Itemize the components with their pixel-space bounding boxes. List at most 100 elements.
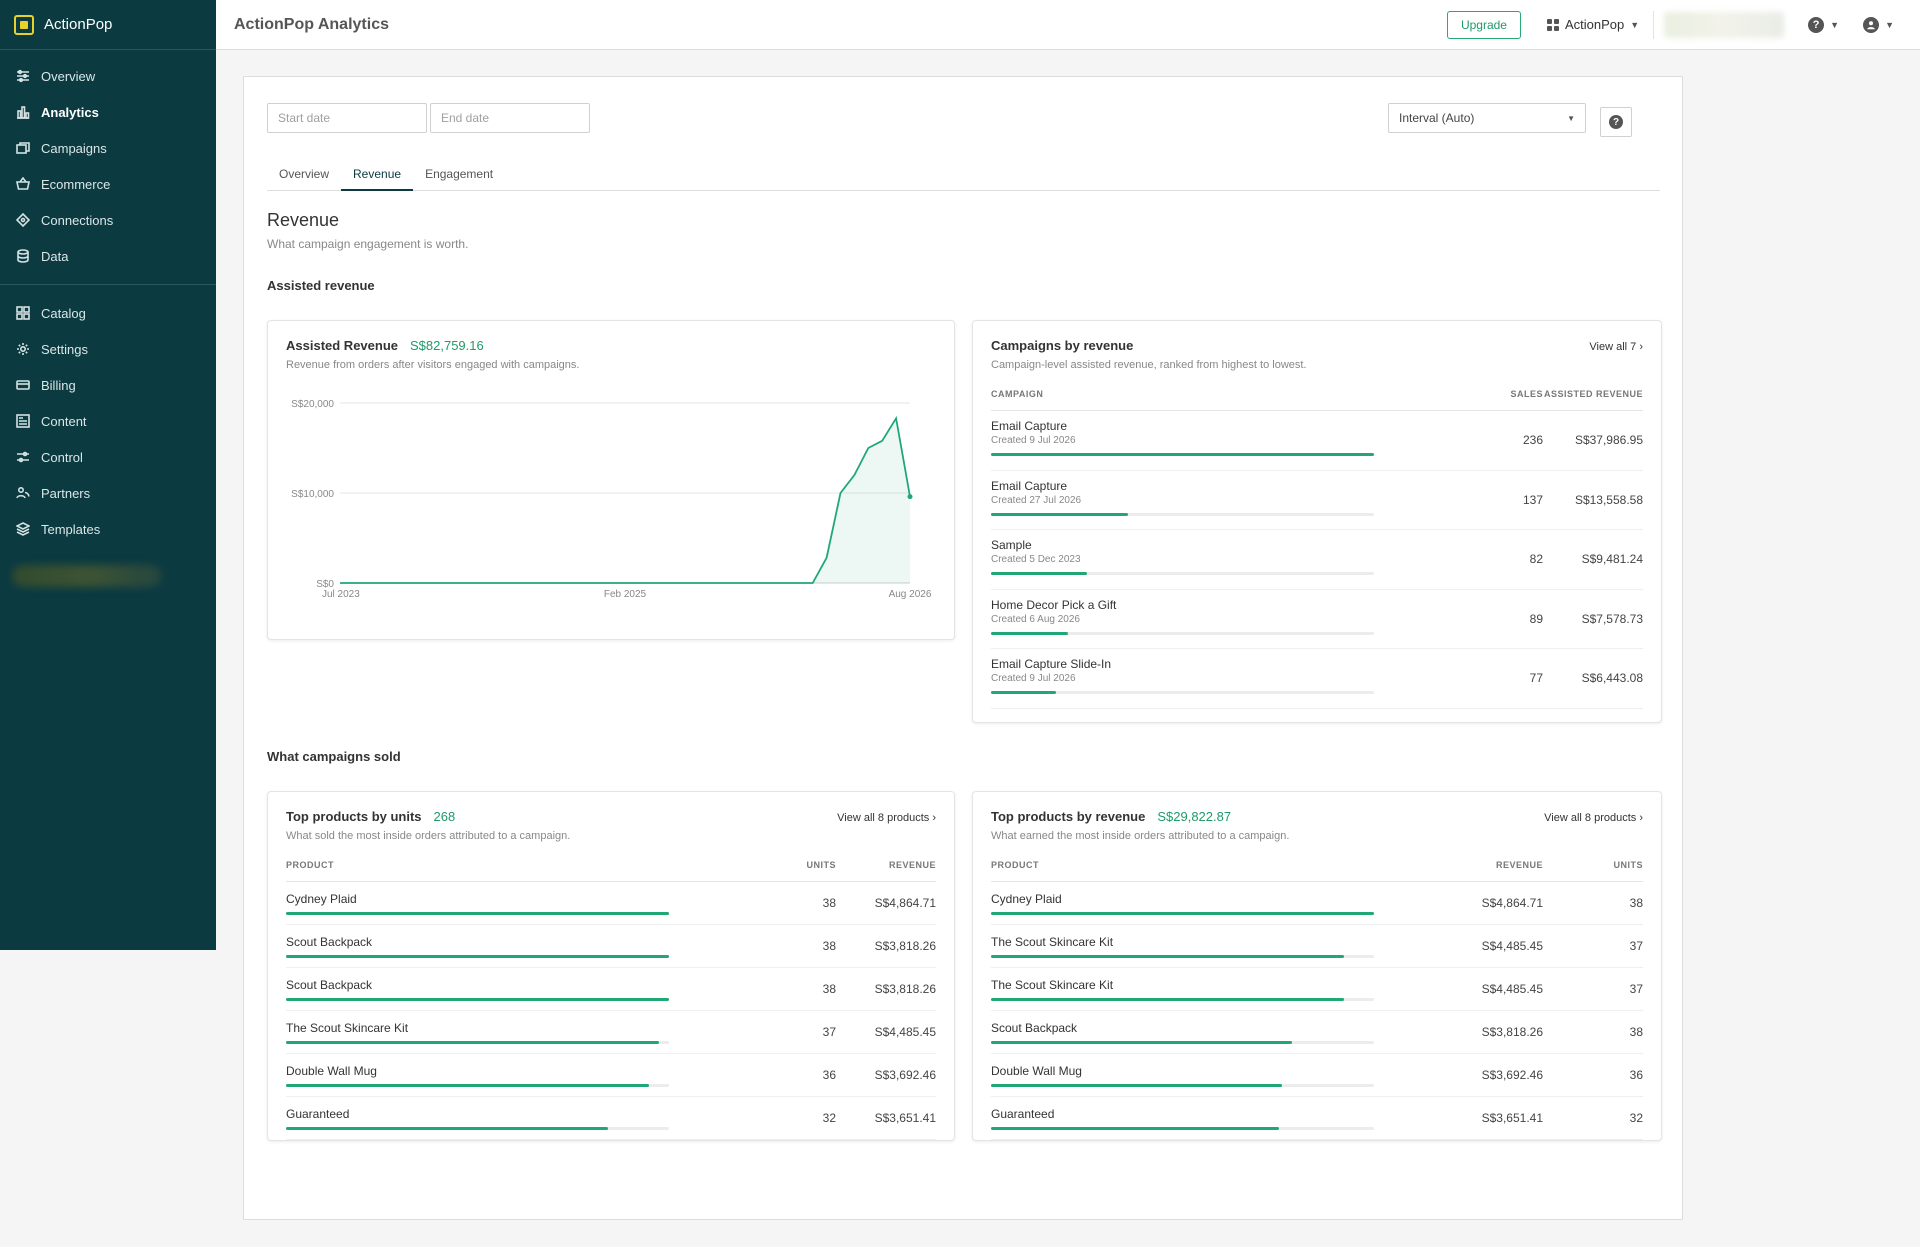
share-bar (991, 1127, 1374, 1130)
table-row[interactable]: The Scout Skincare Kit S$4,485.45 37 (991, 968, 1643, 1011)
topbar-divider (1653, 10, 1655, 39)
table-row[interactable]: The Scout Skincare Kit 37 S$4,485.45 (286, 1011, 936, 1054)
revenue-total: S$29,822.87 (1157, 809, 1232, 824)
view-all-products-link[interactable]: View all 8 products › (837, 812, 936, 824)
share-bar (991, 955, 1374, 958)
table-row[interactable]: Email Capture Created 27 Jul 2026 137 S$13,… (991, 471, 1643, 530)
row-created-date: Created 9 Jul 2026 (991, 673, 1076, 684)
assisted-revenue-card: Assisted Revenue S$82,759.16 Revenue fro… (267, 320, 955, 640)
table-row[interactable]: Scout Backpack S$3,818.26 38 (991, 1011, 1643, 1054)
gear-icon (16, 342, 30, 356)
column-header[interactable]: SALES (1510, 389, 1543, 399)
sidebar-item-campaigns[interactable]: Campaigns (0, 130, 216, 166)
table-row[interactable]: Scout Backpack 38 S$3,818.26 (286, 925, 936, 968)
x-tick-label: Aug 2026 (889, 589, 932, 600)
sidebar-item-analytics[interactable]: Analytics (0, 94, 216, 130)
column-header[interactable]: REVENUE (1495, 860, 1543, 870)
help-icon: ? (1808, 16, 1825, 33)
cell-units: 37 (1629, 939, 1643, 953)
card-title: Assisted Revenue (286, 338, 398, 353)
share-bar (991, 453, 1374, 456)
blurred-promo[interactable] (12, 565, 162, 587)
cell-revenue: S$13,558.58 (1574, 492, 1643, 507)
help-menu[interactable]: ? ▼ (1808, 16, 1839, 33)
column-header[interactable]: CAMPAIGN (991, 389, 1044, 399)
sidebar-item-connections[interactable]: Connections (0, 202, 216, 238)
sidebar-item-label: Settings (41, 341, 88, 357)
sidebar-item-partners[interactable]: Partners (0, 475, 216, 511)
content-icon (16, 414, 30, 428)
row-created-date: Created 5 Dec 2023 (991, 554, 1081, 565)
sidebar-item-settings[interactable]: Settings (0, 331, 216, 367)
tab-overview[interactable]: Overview (279, 167, 330, 181)
section-title-sold: What campaigns sold (267, 749, 401, 764)
cell-revenue: S$3,651.41 (874, 1111, 936, 1125)
row-name: Cydney Plaid (286, 892, 357, 906)
table-row[interactable]: The Scout Skincare Kit S$4,485.45 37 (991, 925, 1643, 968)
sidebar-item-billing[interactable]: Billing (0, 367, 216, 403)
row-name: Email Capture (991, 419, 1068, 433)
share-bar (991, 512, 1374, 516)
table-row[interactable]: Double Wall Mug S$3,692.46 36 (991, 1054, 1643, 1097)
brand[interactable]: ActionPop (0, 0, 216, 50)
cell-revenue: S$37,986.95 (1574, 433, 1643, 448)
page-header-title: ActionPop Analytics (234, 15, 389, 33)
cell-revenue: S$4,864.71 (1481, 896, 1543, 910)
upgrade-button[interactable]: Upgrade (1446, 10, 1521, 39)
view-all-products-link[interactable]: View all 8 products › (1544, 812, 1643, 824)
sidebar-item-ecommerce[interactable]: Ecommerce (0, 166, 216, 202)
x-tick-label: Jul 2023 (322, 589, 360, 600)
column-header[interactable]: PRODUCT (991, 860, 1039, 870)
table-row[interactable]: Guaranteed 32 S$3,651.41 (286, 1097, 936, 1140)
table-row[interactable]: Email Capture Slide-In Created 9 Jul 2026… (991, 649, 1643, 709)
cell-units: 36 (1629, 1068, 1643, 1082)
sidebar-item-label: Billing (41, 377, 76, 393)
table-row[interactable]: Double Wall Mug 36 S$3,692.46 (286, 1054, 936, 1097)
column-header[interactable]: PRODUCT (286, 860, 334, 870)
sidebar-item-templates[interactable]: Templates (0, 511, 216, 547)
help-button[interactable]: ? (1600, 107, 1632, 137)
sidebar-item-label: Templates (41, 521, 101, 537)
sliders-icon (16, 69, 30, 83)
view-all-campaigns-link[interactable]: View all 7 › (1589, 341, 1643, 353)
column-header[interactable]: UNITS (1613, 860, 1643, 870)
card-subtitle: Revenue from orders after visitors engag… (286, 359, 580, 371)
tab-revenue[interactable]: Revenue (341, 159, 414, 191)
row-name: Scout Backpack (286, 978, 373, 992)
table-row[interactable]: Scout Backpack 38 S$3,818.26 (286, 968, 936, 1011)
share-bar-fill (991, 572, 1087, 575)
card-subtitle: What earned the most inside orders attri… (991, 830, 1290, 842)
table-row[interactable]: Home Decor Pick a Gift Created 6 Aug 2026… (991, 590, 1643, 649)
chevron-down-icon: ▼ (1885, 19, 1894, 30)
column-header[interactable]: UNITS (806, 860, 836, 870)
row-name: Double Wall Mug (991, 1064, 1082, 1078)
share-bar (286, 1084, 669, 1087)
cell-revenue: S$6,443.08 (1581, 671, 1643, 686)
row-name: The Scout Skincare Kit (286, 1021, 409, 1035)
table-row[interactable]: Email Capture Created 9 Jul 2026 236 S$37,9… (991, 411, 1643, 471)
sidebar-item-content[interactable]: Content (0, 403, 216, 439)
page-subtitle: What campaign engagement is worth. (267, 237, 469, 251)
sidebar-item-data[interactable]: Data (0, 238, 216, 274)
table-row[interactable]: Cydney Plaid S$4,864.71 38 (991, 882, 1643, 925)
row-name: The Scout Skincare Kit (991, 978, 1114, 992)
user-menu[interactable]: ▼ (1863, 16, 1894, 33)
row-name: Double Wall Mug (286, 1064, 377, 1078)
table-row[interactable]: Guaranteed S$3,651.41 32 (991, 1097, 1643, 1140)
units-total: 268 (433, 809, 456, 824)
sidebar-item-control[interactable]: Control (0, 439, 216, 475)
apps-grid-icon (1546, 18, 1559, 31)
analytics-panel: Interval (Auto) ▼ ? Overview Revenue Engag… (243, 76, 1683, 1220)
row-name: Scout Backpack (991, 1021, 1078, 1035)
account-switcher[interactable]: ActionPop ▼ (1546, 17, 1639, 32)
column-header[interactable]: REVENUE (888, 860, 936, 870)
table-row[interactable]: Cydney Plaid 38 S$4,864.71 (286, 882, 936, 925)
start-date-input[interactable] (267, 103, 427, 133)
interval-select[interactable]: Interval (Auto) ▼ (1388, 103, 1586, 133)
end-date-input[interactable] (430, 103, 590, 133)
table-row[interactable]: Sample Created 5 Dec 2023 82 S$9,481.24 (991, 530, 1643, 590)
sidebar-item-catalog[interactable]: Catalog (0, 295, 216, 331)
sidebar-item-overview[interactable]: Overview (0, 58, 216, 94)
tab-engagement[interactable]: Engagement (425, 167, 494, 181)
column-header[interactable]: ASSISTED REVENUE (1543, 389, 1643, 399)
